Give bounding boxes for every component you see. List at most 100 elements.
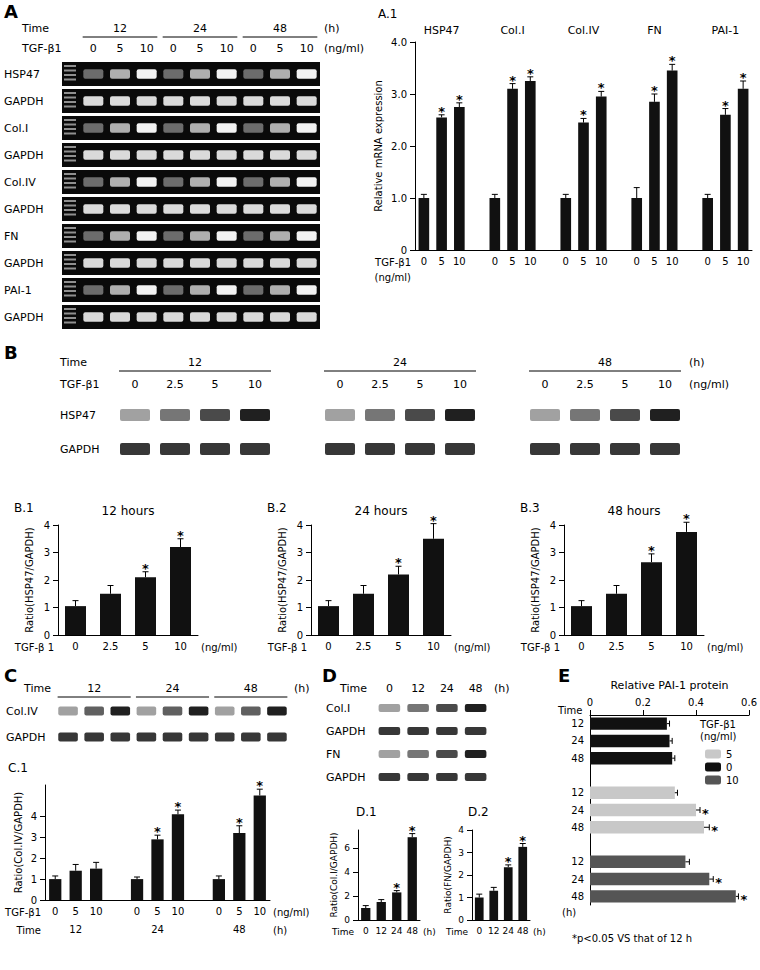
- svg-text:0: 0: [704, 256, 710, 267]
- svg-text:0: 0: [44, 630, 50, 641]
- svg-text:0: 0: [134, 906, 140, 917]
- svg-text:3: 3: [550, 547, 556, 558]
- svg-text:0: 0: [421, 256, 427, 267]
- svg-text:A: A: [4, 1, 18, 22]
- svg-text:0: 0: [325, 641, 331, 652]
- svg-text:TGF-β 1: TGF-β 1: [14, 642, 54, 653]
- svg-text:*: *: [175, 799, 182, 814]
- svg-text:TGF-β1: TGF-β1: [21, 42, 62, 55]
- svg-text:0.6: 0.6: [741, 697, 757, 708]
- svg-text:Time: Time: [21, 22, 49, 35]
- svg-text:48: 48: [407, 926, 419, 936]
- svg-text:48: 48: [571, 753, 584, 764]
- svg-text:0: 0: [587, 697, 593, 708]
- svg-text:10: 10: [253, 906, 266, 917]
- svg-text:HSP47: HSP47: [4, 68, 40, 81]
- svg-text:*: *: [177, 528, 184, 543]
- svg-text:5: 5: [142, 641, 148, 652]
- svg-text:*: *: [509, 73, 516, 88]
- svg-text:24: 24: [571, 805, 584, 816]
- svg-text:GAPDH: GAPDH: [6, 731, 45, 744]
- svg-text:*: *: [598, 80, 605, 95]
- svg-text:4.0: 4.0: [391, 37, 407, 48]
- svg-text:4: 4: [344, 867, 350, 877]
- svg-text:*: *: [409, 823, 416, 838]
- svg-text:*: *: [519, 833, 526, 848]
- svg-text:(ng/ml): (ng/ml): [324, 42, 364, 55]
- svg-text:6: 6: [344, 843, 350, 853]
- svg-text:10: 10: [174, 641, 187, 652]
- svg-text:*: *: [505, 854, 512, 869]
- svg-text:0: 0: [170, 42, 177, 55]
- svg-text:0: 0: [492, 256, 498, 267]
- svg-text:*p<0.05 VS that of 12 h: *p<0.05 VS that of 12 h: [572, 933, 692, 944]
- svg-text:10: 10: [524, 256, 537, 267]
- svg-text:*: *: [651, 83, 658, 98]
- svg-text:GAPDH: GAPDH: [4, 95, 43, 108]
- svg-text:5: 5: [651, 256, 657, 267]
- svg-text:5: 5: [72, 906, 78, 917]
- svg-text:*: *: [715, 875, 722, 890]
- svg-text:0: 0: [563, 256, 569, 267]
- svg-text:Col.I: Col.I: [326, 702, 350, 715]
- svg-text:5: 5: [197, 42, 204, 55]
- svg-text:10: 10: [300, 42, 314, 55]
- svg-text:(ng/ml): (ng/ml): [689, 378, 729, 391]
- svg-text:12: 12: [571, 856, 584, 867]
- svg-text:*: *: [711, 823, 718, 838]
- svg-text:5: 5: [438, 256, 444, 267]
- svg-text:4: 4: [550, 520, 556, 531]
- svg-text:Time: Time: [339, 682, 367, 695]
- svg-text:(ng/ml): (ng/ml): [707, 642, 743, 653]
- svg-text:Ratio(HSP47/GAPDH): Ratio(HSP47/GAPDH): [530, 527, 541, 632]
- svg-text:1: 1: [550, 602, 556, 613]
- svg-text:5: 5: [212, 378, 219, 391]
- svg-text:5: 5: [722, 256, 728, 267]
- svg-text:GAPDH: GAPDH: [4, 149, 43, 162]
- svg-text:10: 10: [220, 42, 234, 55]
- svg-text:48: 48: [244, 682, 258, 695]
- svg-text:4: 4: [31, 811, 37, 822]
- svg-text:5: 5: [648, 641, 654, 652]
- svg-text:10: 10: [453, 378, 467, 391]
- svg-text:12: 12: [571, 718, 584, 729]
- svg-text:4: 4: [458, 825, 464, 835]
- svg-text:TGF-β1: TGF-β1: [4, 907, 41, 918]
- svg-text:FN: FN: [326, 748, 341, 761]
- svg-text:(h): (h): [324, 22, 340, 35]
- svg-text:Time: Time: [59, 356, 87, 369]
- svg-text:2: 2: [44, 575, 50, 586]
- svg-text:0.2: 0.2: [635, 697, 651, 708]
- svg-text:2: 2: [344, 891, 350, 901]
- svg-text:5: 5: [117, 42, 124, 55]
- svg-text:5: 5: [417, 378, 424, 391]
- svg-text:(h): (h): [533, 927, 546, 937]
- svg-text:C.1: C.1: [8, 761, 28, 775]
- svg-text:12: 12: [411, 682, 425, 695]
- svg-text:Col.IV: Col.IV: [4, 176, 36, 189]
- svg-text:TGF-β1: TGF-β1: [699, 719, 736, 730]
- svg-text:GAPDH: GAPDH: [326, 725, 365, 738]
- svg-text:2: 2: [297, 575, 303, 586]
- svg-text:(ng/ml): (ng/ml): [700, 731, 736, 742]
- svg-text:C: C: [4, 665, 17, 686]
- svg-text:(h): (h): [294, 682, 310, 695]
- svg-text:PAI-1: PAI-1: [4, 284, 32, 297]
- svg-text:(ng/ml): (ng/ml): [273, 907, 309, 918]
- svg-text:5: 5: [395, 641, 401, 652]
- svg-text:2.5: 2.5: [371, 378, 389, 391]
- svg-text:GAPDH: GAPDH: [4, 257, 43, 270]
- svg-text:3.0: 3.0: [391, 89, 407, 100]
- svg-text:10: 10: [737, 256, 750, 267]
- svg-text:0: 0: [401, 245, 407, 256]
- svg-text:1: 1: [297, 602, 303, 613]
- svg-text:*: *: [395, 555, 402, 570]
- svg-text:5: 5: [509, 256, 515, 267]
- svg-text:10: 10: [726, 775, 739, 786]
- svg-text:2: 2: [31, 853, 37, 864]
- svg-text:2.5: 2.5: [103, 641, 119, 652]
- svg-text:*: *: [154, 824, 161, 839]
- svg-text:0: 0: [344, 915, 350, 925]
- svg-text:1: 1: [458, 893, 464, 903]
- svg-text:0: 0: [578, 641, 584, 652]
